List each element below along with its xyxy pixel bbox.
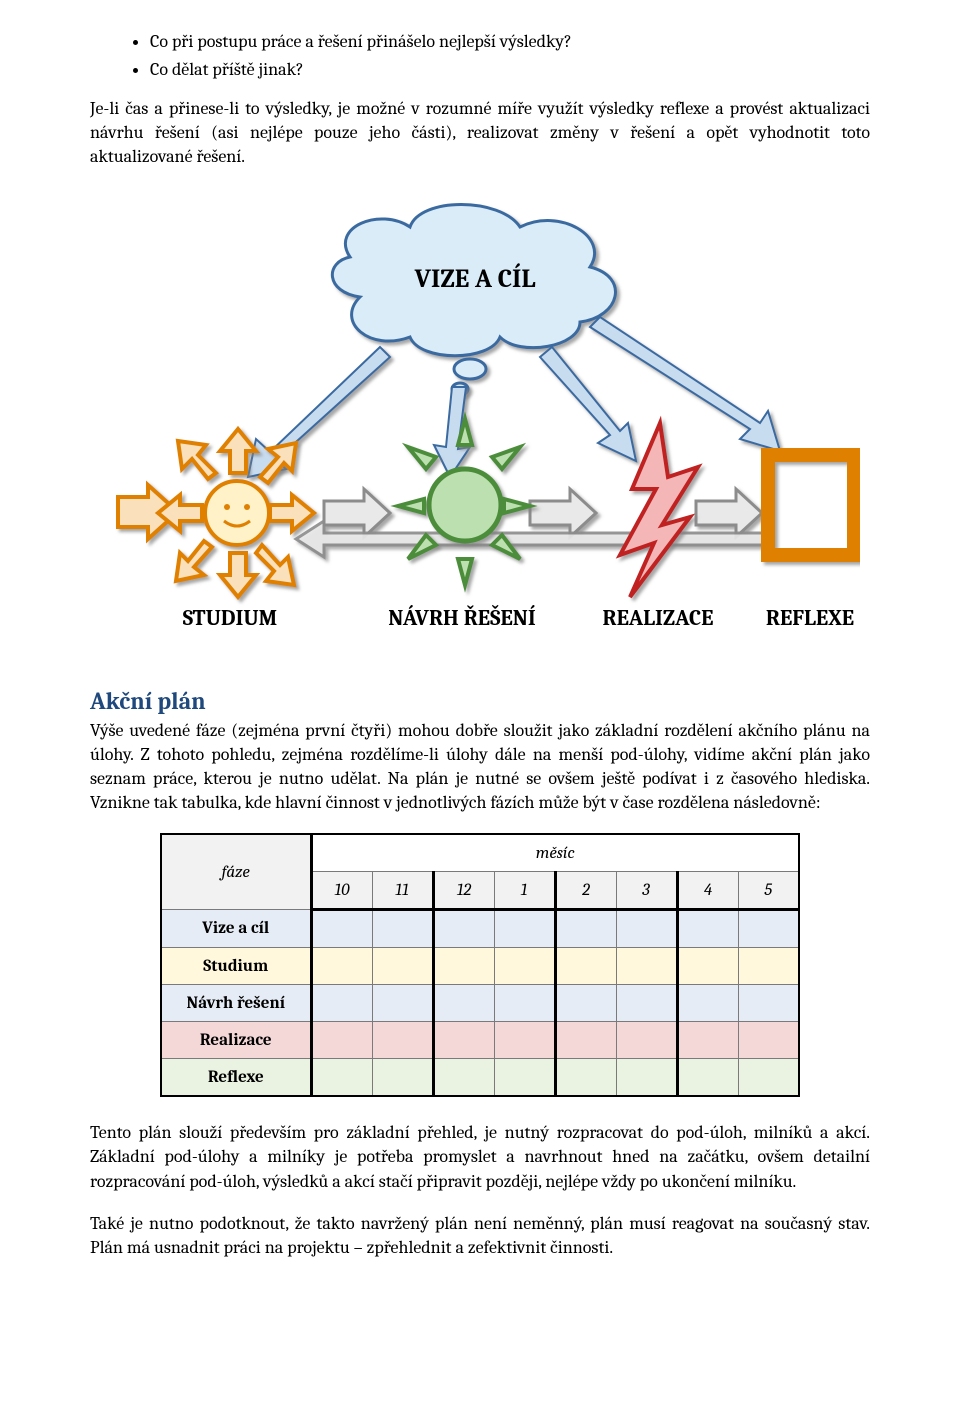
bullet-item: Co dělat příště jinak? [150, 58, 870, 82]
th-faze: fáze [161, 834, 311, 910]
row-head-realizace: Realizace [161, 1022, 311, 1059]
navrh-icon [398, 419, 530, 585]
cloud-label: VIZE A CÍL [414, 263, 536, 294]
row-vize: Vize a cíl [161, 910, 799, 948]
row-realizace: Realizace [161, 1022, 799, 1059]
row-navrh: Návrh řešení [161, 985, 799, 1022]
month-3: 3 [616, 872, 677, 910]
row-head-vize: Vize a cíl [161, 910, 311, 948]
row-head-reflexe: Reflexe [161, 1059, 311, 1097]
studium-icon [118, 429, 314, 597]
bullet-item: Co při postupu práce a řešení přinášelo … [150, 30, 870, 54]
row-head-studium: Studium [161, 948, 311, 985]
section-title: Akční plán [90, 687, 870, 715]
timeline-table: fáze měsíc 10 11 12 1 2 3 4 5 Vize a cíl… [160, 833, 800, 1097]
paragraph-4: Také je nutno podotknout, že takto navrž… [90, 1212, 870, 1260]
reflexe-icon [768, 455, 854, 555]
month-12: 12 [433, 872, 494, 910]
label-realizace: REALIZACE [603, 605, 714, 631]
th-mesic: měsíc [311, 834, 799, 872]
month-5: 5 [738, 872, 799, 910]
label-navrh: NÁVRH ŘEŠENÍ [388, 605, 536, 631]
month-11: 11 [372, 872, 433, 910]
row-studium: Studium [161, 948, 799, 985]
gray-flow-arrows [296, 489, 768, 557]
label-reflexe: REFLEXE [766, 605, 854, 631]
document-page: Co při postupu práce a řešení přinášelo … [0, 0, 960, 1318]
month-2: 2 [555, 872, 616, 910]
process-diagram: VIZE A CÍL [100, 187, 860, 657]
row-head-navrh: Návrh řešení [161, 985, 311, 1022]
month-4: 4 [677, 872, 738, 910]
row-reflexe: Reflexe [161, 1059, 799, 1097]
month-1: 1 [494, 872, 555, 910]
bullet-list: Co při postupu práce a řešení přinášelo … [90, 30, 870, 83]
paragraph-2: Výše uvedené fáze (zejména první čtyři) … [90, 719, 870, 815]
month-10: 10 [311, 872, 372, 910]
timeline-table-wrap: fáze měsíc 10 11 12 1 2 3 4 5 Vize a cíl… [90, 833, 870, 1097]
paragraph-1: Je-li čas a přinese-li to výsledky, je m… [90, 97, 870, 169]
paragraph-3: Tento plán slouží především pro základní… [90, 1121, 870, 1193]
label-studium: STUDIUM [183, 605, 278, 631]
